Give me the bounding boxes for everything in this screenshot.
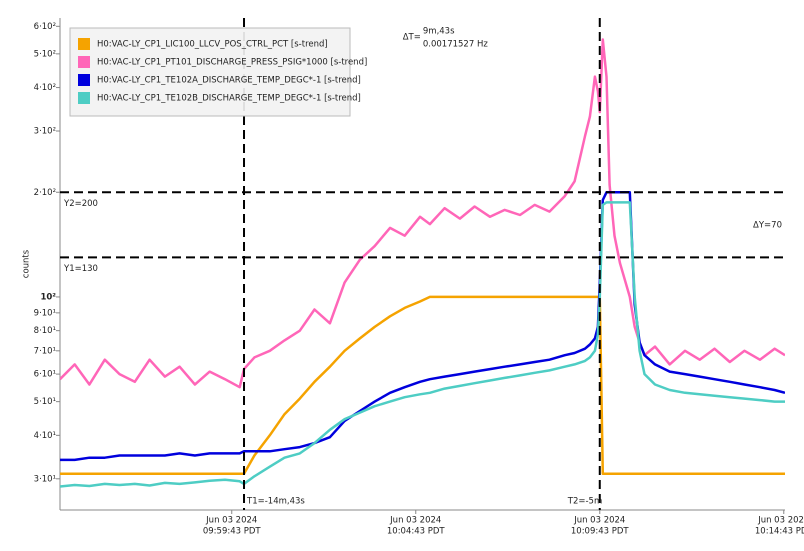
y-tick-label: 6·10¹ bbox=[34, 370, 56, 380]
y-axis-label: counts bbox=[22, 249, 32, 278]
y-tick-label: 2·10² bbox=[34, 188, 56, 198]
y-tick-label: 10² bbox=[40, 292, 56, 302]
legend-box bbox=[69, 27, 351, 117]
y-tick-label: 8·10¹ bbox=[34, 326, 56, 336]
y-tick-label: 3·10¹ bbox=[34, 474, 56, 484]
legend-label: H0:VAC-LY_CP1_PT101_DISCHARGE_PRESS_PSIG… bbox=[97, 58, 367, 68]
legend-label: H0:VAC-LY_CP1_TE102B_DISCHARGE_TEMP_DEGC… bbox=[97, 94, 361, 104]
y-tick-label: 4·10² bbox=[34, 83, 56, 93]
x-tick-label: 10:04:43 PDT bbox=[387, 527, 446, 537]
series-line bbox=[60, 295, 785, 476]
legend-swatch bbox=[78, 56, 90, 68]
x-tick-label: 10:09:43 PDT bbox=[571, 527, 630, 537]
y-tick-label: 9·10¹ bbox=[34, 308, 56, 318]
x-tick-label: Jun 03 2024 bbox=[205, 516, 257, 526]
x-tick-label: Jun 03 2024 bbox=[757, 516, 804, 526]
plot-area bbox=[60, 38, 785, 488]
y-cursor-label: Y1=130 bbox=[63, 264, 98, 274]
x-cursor-label: T1=-14m,43s bbox=[246, 497, 305, 507]
legend-swatch bbox=[78, 92, 90, 104]
delta-t-label: ΔT= bbox=[403, 33, 421, 43]
series-line bbox=[60, 201, 785, 488]
x-tick-label: 10:14:43 PDT bbox=[755, 527, 804, 537]
delta-t-value: 9m,43s bbox=[423, 27, 455, 37]
legend-label: H0:VAC-LY_CP1_TE102A_DISCHARGE_TEMP_DEGC… bbox=[97, 76, 361, 86]
x-tick-label: Jun 03 2024 bbox=[573, 516, 625, 526]
y-tick-label: 5·10² bbox=[34, 49, 56, 59]
y-tick-label: 7·10¹ bbox=[34, 346, 56, 356]
legend-swatch bbox=[78, 38, 90, 50]
legend-swatch bbox=[78, 74, 90, 86]
delta-y-label: ΔY=70 bbox=[753, 220, 782, 230]
delta-t-value: 0.00171527 Hz bbox=[423, 40, 488, 50]
x-tick-label: 09:59:43 PDT bbox=[203, 527, 262, 537]
y-tick-label: 3·10² bbox=[34, 127, 56, 137]
y-cursor-label: Y2=200 bbox=[63, 199, 98, 209]
legend-label: H0:VAC-LY_CP1_LIC100_LLCV_POS_CTRL_PCT [… bbox=[97, 40, 328, 50]
x-tick-label: Jun 03 2024 bbox=[389, 516, 441, 526]
x-cursor-label: T2=-5m bbox=[567, 497, 602, 507]
y-tick-label: 4·10¹ bbox=[34, 431, 56, 441]
y-tick-label: 6·10² bbox=[34, 22, 56, 32]
y-tick-label: 5·10¹ bbox=[34, 397, 56, 407]
series-line bbox=[60, 191, 785, 462]
